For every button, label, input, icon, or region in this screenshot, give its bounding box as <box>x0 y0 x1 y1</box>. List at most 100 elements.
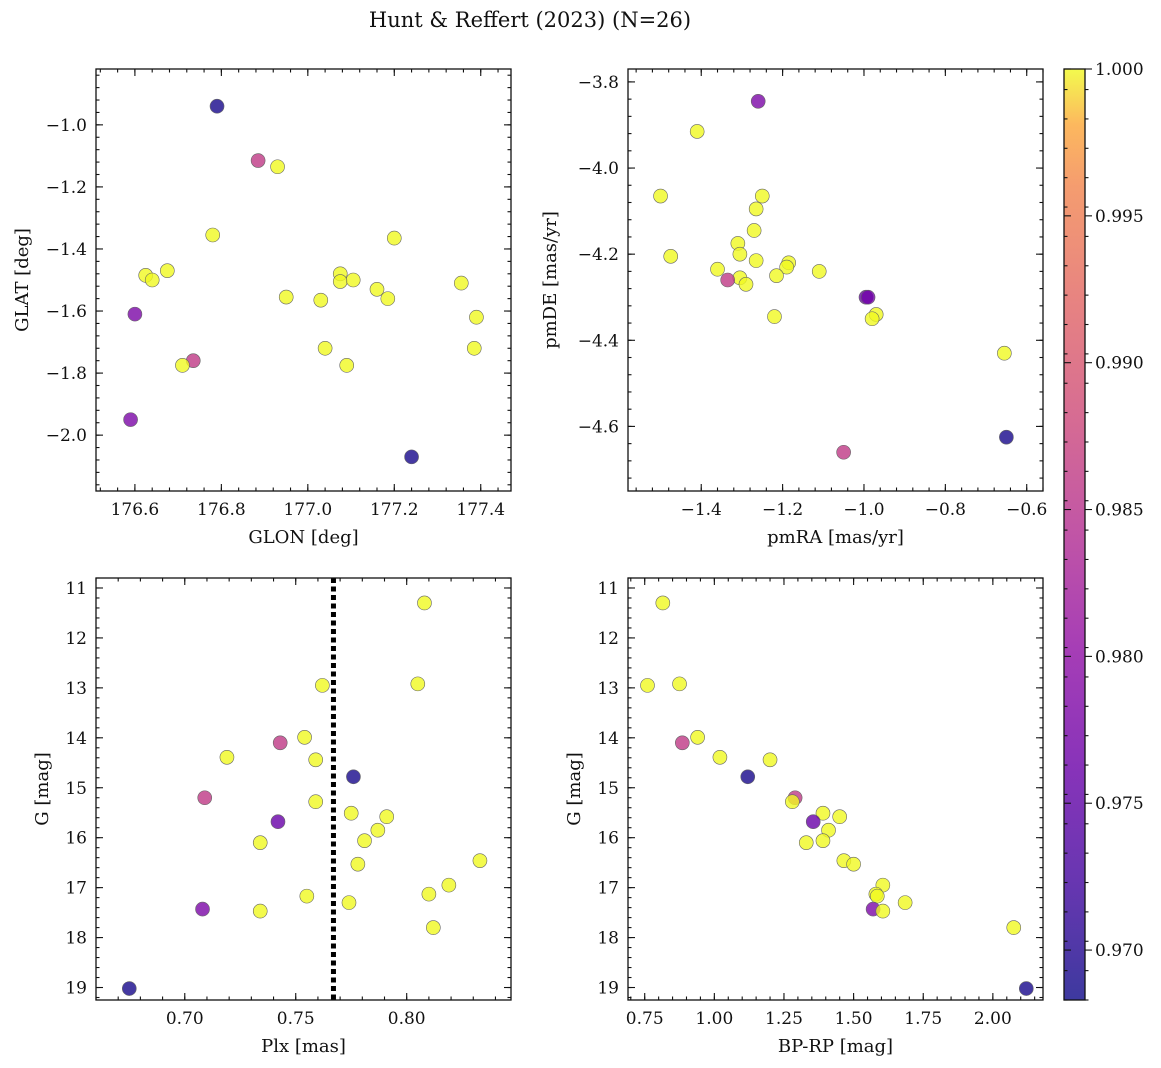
scatter-point <box>357 833 372 848</box>
y-tick-label: −2.0 <box>46 426 87 446</box>
scatter-point <box>313 292 329 308</box>
scatter-point <box>308 794 324 810</box>
scatter-point <box>1006 920 1022 935</box>
scatter-point <box>123 412 138 427</box>
scatter-point <box>252 903 268 919</box>
y-tick-label: 11 <box>65 579 87 599</box>
scatter-point <box>299 888 315 904</box>
y-tick-label: 15 <box>597 779 619 799</box>
scatter-point <box>343 805 359 821</box>
scatter-point <box>675 735 690 751</box>
x-tick-label: 0.75 <box>277 1009 315 1029</box>
x-tick-label: 1.50 <box>835 1009 873 1029</box>
y-tick-label: 17 <box>65 879 87 899</box>
colorbar-tick-label: 0.995 <box>1095 207 1144 227</box>
x-tick-label: 0.80 <box>388 1009 426 1029</box>
scatter-point <box>832 809 847 825</box>
scatter-point <box>315 678 330 693</box>
scatter-point <box>754 188 770 204</box>
parallax-magnitude-panel: 0.70 0.75 0.80 11 12 13 14 15 16 17 18 19 Plx [mas] G… <box>32 577 512 1057</box>
scatter-point <box>811 264 827 279</box>
y-tick-label: 12 <box>65 629 87 649</box>
y-tick-label: 16 <box>65 829 87 849</box>
scatter-point <box>762 752 778 768</box>
scatter-point <box>370 822 386 838</box>
scatter-point <box>209 98 225 114</box>
x-tick-label: 176.6 <box>111 500 160 520</box>
x-tick-label: −1.2 <box>762 500 803 520</box>
scatter-point <box>386 230 402 246</box>
scatter-point <box>121 981 137 996</box>
scatter-point <box>869 888 885 904</box>
scatter-point <box>864 311 880 327</box>
scatter-point <box>805 814 821 830</box>
scatter-point <box>369 282 385 297</box>
scatter-point <box>421 886 437 902</box>
y-tick-label: −3.8 <box>578 73 619 93</box>
scatter-points <box>653 93 1014 460</box>
scatter-point <box>860 289 876 305</box>
scatter-point <box>250 153 266 168</box>
scatter-point <box>278 289 294 305</box>
scatter-point <box>997 345 1012 361</box>
y-tick-label: 12 <box>597 629 619 649</box>
scatter-points <box>640 595 1034 996</box>
scatter-point <box>663 249 679 264</box>
y-axis-label: G [mag] <box>32 752 53 825</box>
x-tick-label: −0.6 <box>1006 500 1047 520</box>
x-tick-label: 1.75 <box>904 1009 942 1029</box>
scatter-point <box>769 268 784 283</box>
y-tick-label: 18 <box>597 929 619 949</box>
colorbar-tick-label: 0.980 <box>1095 647 1144 667</box>
scatter-point <box>195 901 210 917</box>
scatter-point <box>410 676 426 692</box>
x-tick-label: 0.70 <box>166 1009 204 1029</box>
colorbar-tick-label: 0.975 <box>1095 794 1144 814</box>
scatter-point <box>127 306 143 322</box>
x-axis-label: GLON [deg] <box>248 527 358 548</box>
scatter-point <box>252 835 268 850</box>
x-tick-label: −1.4 <box>681 500 722 520</box>
scatter-point <box>732 246 748 262</box>
x-tick-label: −0.8 <box>925 500 966 520</box>
scatter-point <box>417 595 432 611</box>
figure-title: Hunt & Reffert (2023) (N=26) <box>369 8 691 32</box>
y-tick-label: 14 <box>65 729 87 749</box>
scatter-point <box>350 856 366 872</box>
scatter-point <box>750 93 766 109</box>
scatter-point <box>144 272 160 288</box>
scatter-point <box>219 749 235 765</box>
scatter-point <box>380 291 396 306</box>
y-tick-label: −4.2 <box>578 245 619 265</box>
x-tick-label: 176.8 <box>197 500 246 520</box>
x-axis-label: pmRA [mas/yr] <box>767 527 904 548</box>
scatter-point <box>175 358 190 373</box>
y-tick-label: 19 <box>65 979 87 999</box>
scatter-point <box>466 340 482 356</box>
y-tick-label: 18 <box>65 929 87 949</box>
scatter-point <box>197 790 213 806</box>
scatter-point <box>846 856 861 872</box>
proper-motion-panel: −1.4 −1.2 −1.0 −0.8 −0.6 −4.6 −4.4 −4.2 −4.0 −3.8… <box>540 68 1047 548</box>
plot-frame <box>95 68 512 492</box>
x-tick-label: 2.00 <box>974 1009 1012 1029</box>
y-tick-label: 17 <box>597 879 619 899</box>
scatter-point <box>640 678 655 693</box>
y-tick-label: −4.6 <box>578 417 619 437</box>
scatter-point <box>426 920 441 935</box>
y-tick-label: −4.4 <box>578 331 619 351</box>
scatter-point <box>270 159 285 175</box>
x-tick-label: 177.0 <box>283 500 332 520</box>
y-tick-label: 16 <box>597 829 619 849</box>
scatter-point <box>297 730 312 745</box>
colorbar-tick-label: 0.970 <box>1095 941 1144 961</box>
scatter-point <box>270 814 286 830</box>
x-tick-label: 1.00 <box>695 1009 733 1029</box>
plot-frame <box>627 577 1044 1001</box>
y-tick-label: −1.6 <box>46 302 87 322</box>
scatter-point <box>690 730 705 745</box>
y-axis-label: GLAT [deg] <box>12 228 33 332</box>
y-axis-label: pmDE [mas/yr] <box>540 211 561 349</box>
scatter-point <box>710 261 725 277</box>
